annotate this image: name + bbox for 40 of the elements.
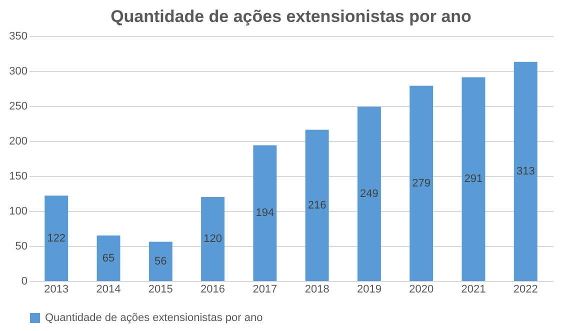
legend-label: Quantidade de ações extensionistas por ano (45, 312, 263, 324)
x-tick-label: 2022 (513, 284, 538, 296)
bar (96, 236, 120, 281)
y-tick-label: 300 (9, 66, 28, 78)
y-tick-label: 0 (21, 276, 28, 288)
y-tick-label: 250 (9, 100, 28, 112)
x-tick-label: 2016 (200, 284, 226, 296)
bar (410, 86, 434, 281)
x-tick-label: 2017 (252, 284, 278, 296)
bar (201, 197, 225, 281)
data-label: 279 (412, 177, 431, 190)
chart-title: Quantidade de ações extensionistas por ano (110, 7, 472, 26)
bar (148, 242, 172, 281)
x-tick-label: 2014 (96, 284, 121, 296)
x-tick-label: 2021 (461, 284, 486, 296)
data-label: 56 (154, 255, 167, 268)
data-label: 216 (308, 199, 326, 212)
x-tick-label: 2020 (409, 284, 434, 296)
data-label: 291 (464, 173, 483, 186)
x-tick-label: 2015 (148, 284, 173, 296)
y-tick-label: 350 (9, 30, 28, 42)
bar (44, 196, 68, 281)
y-tick-label: 50 (15, 240, 28, 252)
x-tick-label: 2013 (44, 284, 69, 296)
bar (514, 62, 538, 281)
data-label: 122 (47, 232, 66, 244)
bar (462, 77, 486, 281)
data-label: 313 (516, 165, 535, 178)
y-tick-label: 100 (9, 206, 28, 218)
data-label: 65 (102, 252, 115, 264)
bar (357, 106, 381, 281)
x-tick-label: 2018 (304, 284, 330, 296)
x-tick-label: 2019 (356, 284, 382, 296)
data-label: 194 (256, 207, 274, 220)
data-label: 249 (360, 188, 378, 200)
y-tick-label: 150 (9, 170, 28, 182)
y-tick-label: 200 (9, 136, 28, 148)
data-label: 120 (204, 233, 222, 245)
bar (253, 145, 277, 281)
bar (305, 130, 329, 281)
